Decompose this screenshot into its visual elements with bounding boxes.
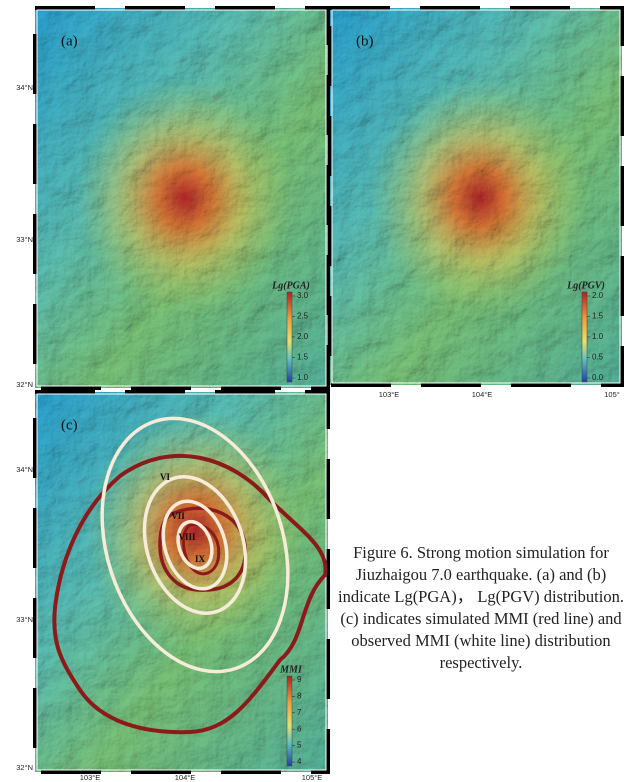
longitude-label: 103°E [80,773,101,782]
panel-label: (c) [61,417,78,433]
colorbar [287,676,292,766]
panel-label: (b) [356,33,374,49]
colorbar-tick-label: 2.0 [592,291,604,300]
colorbar-tick-label: 1.5 [592,312,604,321]
colorbar-tick-label: 6 [297,724,302,733]
colorbar-title: MMI [279,664,303,675]
figure: (a)Lg(PGA)3.02.52.01.51.0(b)Lg(PGV)2.01.… [0,0,627,782]
caption: Figure 6. Strong motion simulation for J… [338,542,624,674]
intensity-label: VIII [178,532,196,542]
colorbar-tick-label: 9 [297,675,302,684]
colorbar-tick-label: 4 [297,757,302,766]
colorbar-tick-label: 5 [297,741,302,750]
colorbar-tick-label: 3.0 [297,291,309,300]
relief [35,8,328,388]
longitude-label: 104°E [472,390,493,399]
panel-label: (a) [61,33,78,49]
colorbar-tick-label: 0.5 [592,353,604,362]
colorbar-tick-label: 7 [297,708,302,717]
latitude-label: 34°N [16,465,33,474]
longitude-label: 104°E [175,773,196,782]
colorbar-tick-label: 8 [297,692,302,701]
colorbar [582,292,587,382]
intensity-label: VII [171,511,185,521]
longitude-label: 105° [604,390,620,399]
latitude-label: 33°N [16,615,33,624]
latitude-label: 32°N [16,763,33,772]
intensity-label: IX [195,554,206,564]
latitude-label: 34°N [16,83,33,92]
map-panel: (b) Lg(PGV)2.0 1.5 1.0 0.5 0.0 [330,8,622,385]
relief [330,8,622,385]
longitude-label: 105°E [302,773,323,782]
colorbar-title: Lg(PGV) [566,280,605,291]
relief [35,392,328,772]
intensity-label: VI [160,472,170,482]
colorbar-tick-label: 1.0 [297,373,309,382]
latitude-label: 32°N [16,380,33,389]
longitude-label: 103°E [379,390,400,399]
latitude-label: 33°N [16,235,33,244]
colorbar-tick-label: 2.5 [297,312,309,321]
colorbar [287,292,292,382]
colorbar-tick-label: 1.5 [297,353,309,362]
colorbar-tick-label: 2.0 [297,332,309,341]
colorbar-title: Lg(PGA) [271,280,310,291]
colorbar-tick-label: 0.0 [592,373,604,382]
colorbar-tick-label: 1.0 [592,332,604,341]
map-panel: (a) Lg(PGA)3.0 2.5 2.0 1.5 1.0 [35,8,328,388]
